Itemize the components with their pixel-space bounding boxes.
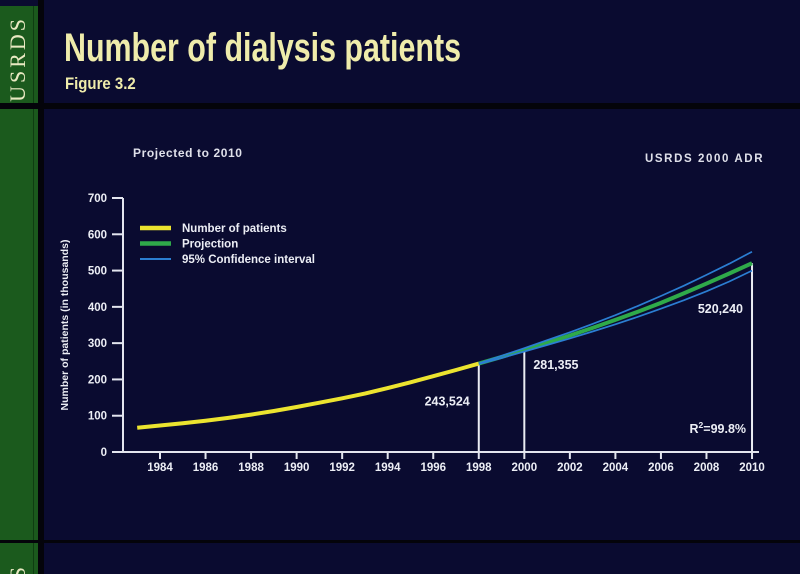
sidebar: USRDS USRDS [0,6,38,574]
top-divider [0,103,800,109]
series-95-confidence-interval-lower- [478,269,753,365]
y-tick-label: 200 [88,374,107,386]
sidebar-separator [38,0,44,574]
source-label: USRDS 2000 ADR [645,153,765,165]
y-tick-label: 400 [88,302,107,314]
series-95-confidence-interval-upper- [478,250,753,365]
figure-label: Figure 3.2 [65,74,136,93]
x-tick-label: 1990 [284,462,310,474]
x-tick-label: 1998 [466,462,492,474]
x-tick-label: 2004 [603,462,629,474]
x-tick-label: 1986 [193,462,219,474]
y-tick-label: 300 [88,338,107,350]
r-squared-label: R2=99.8% [690,420,747,436]
y-tick-label: 500 [88,266,107,278]
y-axis-title: Number of patients (in thousands) [59,240,71,411]
chart-legend: Number of patients Projection 95% Confiden… [140,223,315,266]
sidebar-inner-line [33,6,34,574]
series-number-of-patients [137,361,480,430]
x-tick-label: 2008 [694,462,720,474]
x-tick-label: 1988 [238,462,264,474]
x-tick-label: 1996 [420,462,446,474]
bottom-divider [0,540,800,543]
legend-label: Projection [182,239,238,251]
legend-label: 95% Confidence interval [182,254,315,266]
x-axis: 1984 1986 1988 1990 1992 1994 1996 1998 2000 2002… [120,451,765,474]
y-tick-label: 100 [88,411,107,423]
x-tick-label: 1994 [375,462,401,474]
value-label: 520,240 [698,302,743,316]
y-tick-label: 600 [88,229,107,241]
legend-label: Number of patients [182,223,287,235]
x-tick-label: 2006 [648,462,674,474]
projection-note: Projected to 2010 [133,146,243,160]
y-tick-label: 700 [88,193,107,205]
reference-lines [477,263,754,452]
x-tick-label: 1984 [147,462,173,474]
value-label: 281,355 [533,358,578,372]
x-tick-label: 2000 [512,462,538,474]
x-tick-label: 2002 [557,462,583,474]
x-tick-label: 1992 [329,462,355,474]
value-annotations: 243,524 281,355 520,240 R2=99.8% [425,302,746,436]
x-tick-label: 2010 [739,462,765,474]
y-tick-label: 0 [101,447,107,459]
y-axis: 0 100 200 300 400 500 600 700 Number of patients… [59,193,124,459]
value-label: 243,524 [425,395,470,409]
series-projection [478,261,753,366]
page-title: Number of dialysis patients [64,26,461,70]
